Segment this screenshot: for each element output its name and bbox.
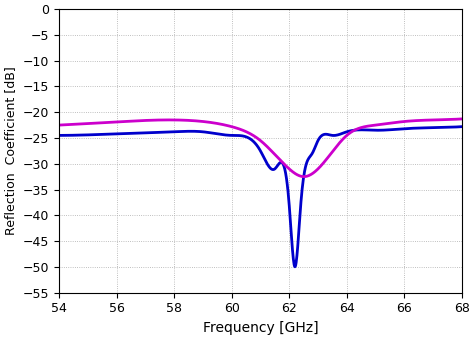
Y-axis label: Reflection  Coefficient [dB]: Reflection Coefficient [dB]	[4, 66, 17, 235]
X-axis label: Frequency [GHz]: Frequency [GHz]	[202, 321, 318, 335]
